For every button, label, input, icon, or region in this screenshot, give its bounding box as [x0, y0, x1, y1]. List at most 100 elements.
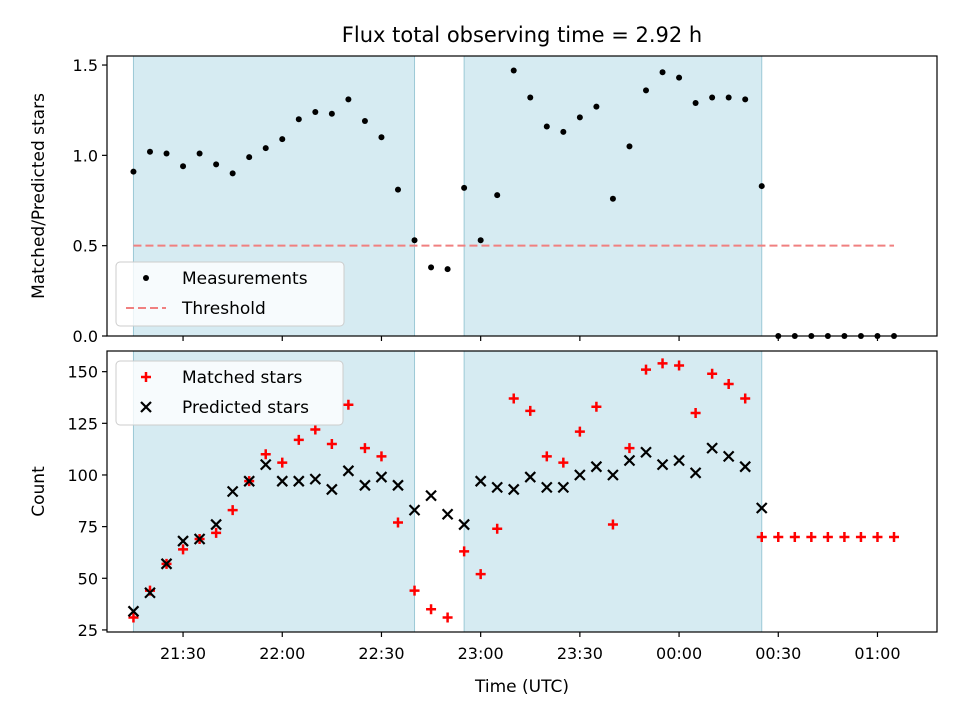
predicted-star-point — [226, 485, 239, 498]
matched-star-point — [641, 364, 652, 375]
matched-star-point — [607, 519, 618, 530]
measurement-point — [444, 266, 451, 273]
measurement-point — [312, 109, 319, 115]
predicted-star-point — [177, 535, 189, 547]
legend-label: Measurements — [182, 269, 308, 289]
predicted-star-point — [243, 475, 255, 487]
matched-star-point — [773, 531, 784, 542]
matched-star-point — [872, 531, 883, 542]
matched-star-point — [707, 368, 718, 379]
matched-star-point — [426, 604, 437, 615]
matched-star-point — [343, 399, 354, 410]
x-axis-label: Time (UTC) — [474, 677, 569, 697]
measurement-point — [758, 183, 765, 190]
axes-frame — [106, 55, 938, 337]
predicted-star-point — [425, 489, 437, 502]
matched-star-point — [591, 401, 602, 412]
measurement-point — [725, 94, 732, 101]
predicted-star-point — [359, 479, 371, 492]
matched-star-point — [723, 379, 734, 390]
matched-star-point — [359, 443, 370, 454]
matched-star-point — [756, 531, 767, 542]
measurement-point — [146, 148, 153, 155]
predicted-star-point — [623, 454, 636, 467]
predicted-star-point — [144, 586, 156, 599]
predicted-star-point — [640, 446, 652, 459]
predicted-star-point — [491, 481, 503, 494]
predicted-star-point — [557, 481, 570, 494]
measurement-point — [477, 237, 484, 244]
matched-star-point — [525, 405, 536, 416]
matched-star-point — [376, 451, 387, 462]
y-tick-label: 1.5 — [73, 56, 98, 75]
predicted-star-point — [259, 458, 272, 471]
predicted-star-point — [739, 460, 751, 473]
measurement-point — [593, 103, 600, 110]
predicted-star-point — [160, 558, 173, 570]
measurement-point — [461, 184, 468, 191]
matched-star-point — [260, 449, 271, 460]
matched-star-point — [657, 358, 668, 369]
x-tick-label: 00:30 — [755, 644, 801, 663]
y-tick-label: 50 — [78, 569, 98, 588]
x-tick-label: 21:30 — [160, 644, 206, 663]
x-tick-label: 22:00 — [259, 644, 305, 663]
predicted-star-point — [309, 473, 322, 485]
predicted-star-point — [127, 605, 140, 618]
y-axis-label: Count — [29, 466, 49, 517]
y-tick-label: 0.5 — [73, 237, 98, 256]
measurement-point — [394, 186, 401, 193]
predicted-star-point — [706, 442, 718, 454]
matched-star-point — [541, 451, 552, 462]
matched-star-point — [806, 531, 817, 542]
y-tick-label: 1.0 — [73, 146, 98, 165]
matched-star-point — [326, 438, 337, 449]
x-tick-label: 23:00 — [458, 644, 504, 663]
measurement-point — [692, 99, 699, 106]
matched-star-point — [293, 434, 304, 445]
legend-label: Threshold — [181, 299, 266, 319]
y-tick-label: 125 — [67, 414, 98, 433]
measurement-point — [378, 134, 385, 141]
measurement-point — [328, 110, 335, 117]
predicted-star-point — [607, 469, 619, 481]
legend-label: Predicted stars — [182, 398, 309, 418]
y-axis-label: Matched/Predicted stars — [29, 93, 49, 299]
y-tick-label: 25 — [78, 621, 98, 640]
predicted-star-point — [574, 469, 586, 481]
predicted-star-point — [342, 465, 355, 477]
measurement-point — [295, 116, 302, 123]
measurement-point — [213, 161, 220, 168]
predicted-star-point — [210, 518, 222, 531]
measurement-point — [428, 264, 435, 271]
matched-star-point — [392, 517, 403, 528]
y-tick-label: 75 — [78, 518, 98, 537]
legend-box — [115, 261, 345, 327]
predicted-star-point — [524, 471, 537, 483]
predicted-star-point — [541, 481, 553, 494]
matched-star-point — [310, 424, 321, 435]
x-tick-label: 01:00 — [854, 644, 900, 663]
matched-star-point — [128, 612, 139, 623]
measurement-point — [560, 128, 567, 135]
measurement-point — [130, 168, 137, 175]
matched-star-point — [492, 523, 503, 534]
measurement-point — [196, 150, 203, 157]
matched-star-point — [690, 407, 701, 418]
measurement-point — [411, 237, 418, 244]
measurement-point — [262, 145, 269, 152]
predicted-star-point — [458, 518, 470, 531]
legend-box — [115, 360, 344, 426]
matched-star-point — [740, 393, 751, 404]
y-tick-label: 150 — [67, 363, 98, 382]
matched-star-point — [839, 531, 850, 542]
matched-star-point — [409, 585, 420, 596]
predicted-star-point — [392, 479, 404, 492]
legend-matched-swatch — [141, 372, 151, 382]
matched-star-point — [855, 531, 866, 542]
legend-measurement-swatch — [143, 275, 149, 281]
measurement-point — [527, 94, 534, 101]
matched-star-point — [459, 546, 470, 557]
measurement-point — [742, 96, 749, 103]
